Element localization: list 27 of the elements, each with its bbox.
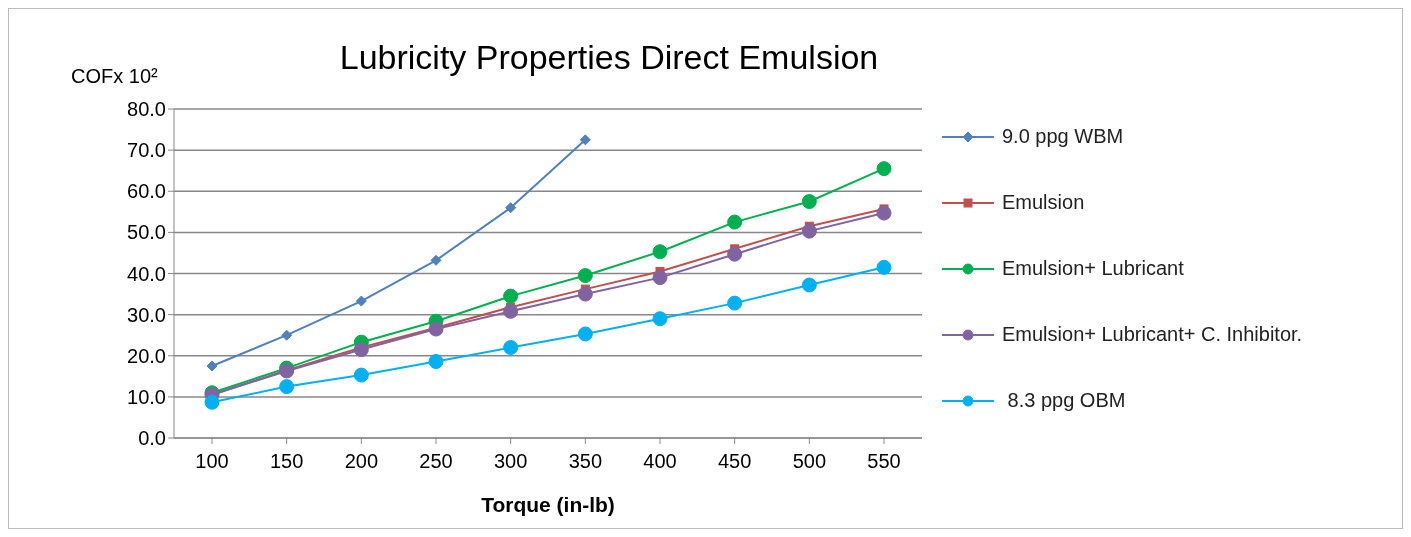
y-tick-label: 0.0 bbox=[138, 427, 166, 450]
x-tick-label: 150 bbox=[269, 450, 304, 473]
x-tick-label: 350 bbox=[568, 450, 603, 473]
x-tick-label: 400 bbox=[643, 450, 677, 473]
legend-label: Emulsion bbox=[1002, 191, 1085, 214]
y-tick-label: 30.0 bbox=[127, 303, 166, 326]
x-tick-label: 100 bbox=[195, 450, 229, 473]
legend-label: 8.3 ppg OBM bbox=[1006, 389, 1126, 412]
y-tick-label: 60.0 bbox=[127, 180, 166, 203]
x-tick-label: 450 bbox=[717, 450, 752, 473]
legend-label: 9.0 ppg WBM bbox=[1002, 125, 1124, 148]
x-tick-label: 200 bbox=[344, 450, 379, 473]
y-tick-label: 10.0 bbox=[127, 385, 166, 408]
chart-title: Lubricity Properties Direct Emulsion bbox=[339, 38, 879, 76]
legend-label: Emulsion+ Lubricant bbox=[1002, 257, 1184, 280]
y-tick-label: 70.0 bbox=[127, 139, 166, 162]
x-tick-label: 250 bbox=[419, 450, 453, 473]
x-tick-label: 500 bbox=[792, 450, 827, 473]
y-axis-title: COFx 10² bbox=[71, 65, 159, 87]
x-tick-label: 300 bbox=[493, 450, 528, 473]
y-tick-label: 80.0 bbox=[127, 98, 166, 121]
y-tick-label: 40.0 bbox=[127, 262, 166, 285]
x-axis-title: Torque (in-lb) bbox=[481, 493, 615, 516]
x-tick-label: 550 bbox=[867, 450, 901, 473]
y-tick-label: 50.0 bbox=[127, 221, 166, 244]
y-tick-label: 20.0 bbox=[127, 344, 166, 367]
legend-label: Emulsion+ Lubricant+ C. Inhibitor. bbox=[1002, 323, 1303, 346]
